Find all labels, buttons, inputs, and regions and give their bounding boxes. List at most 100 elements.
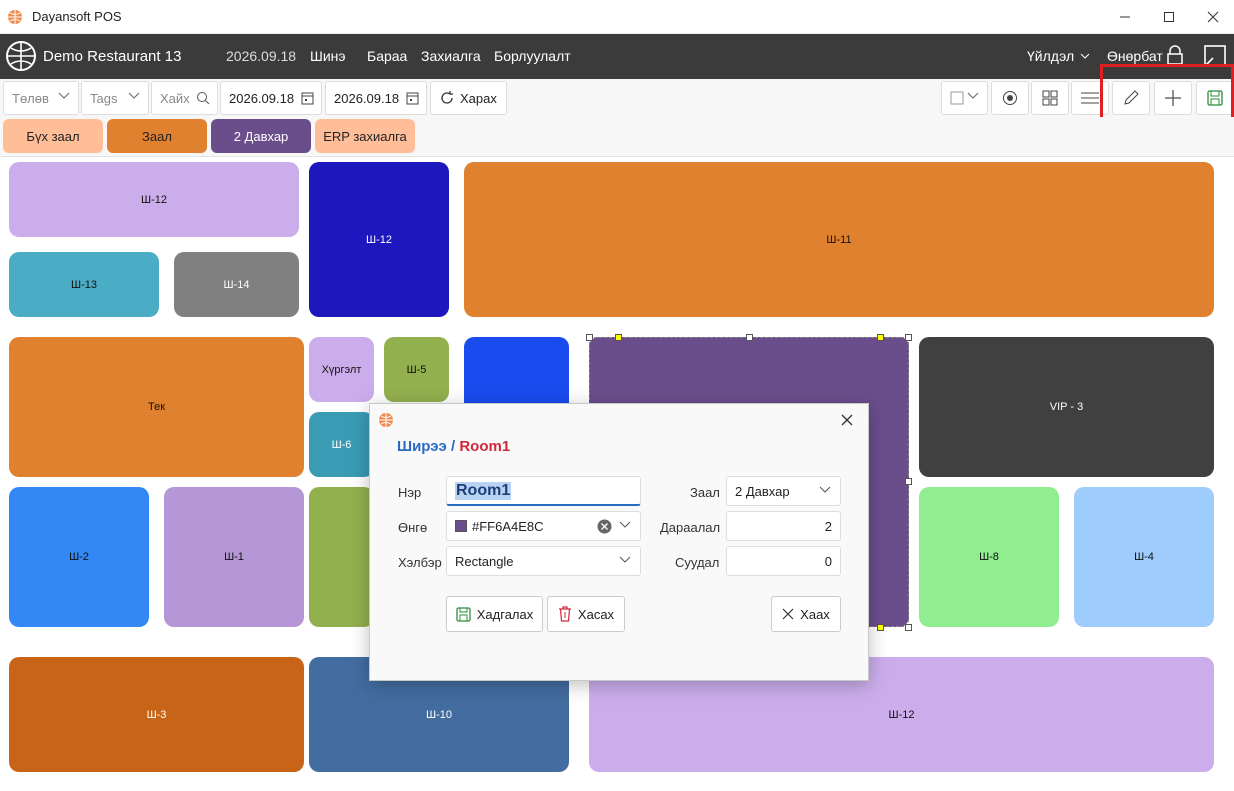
save-label: Хадгалах xyxy=(476,606,534,622)
close-label: Хаах xyxy=(800,606,830,622)
fullscreen-icon[interactable] xyxy=(1203,44,1227,68)
name-label: Нэр xyxy=(398,485,422,500)
tab-second-floor[interactable]: 2 Давхар xyxy=(211,119,311,153)
chevron-down-icon xyxy=(967,92,979,99)
maximize-button[interactable] xyxy=(1146,0,1192,34)
close-button[interactable]: Хаах xyxy=(771,596,841,632)
table-item[interactable]: VIP - 3 xyxy=(919,337,1214,477)
resize-handle[interactable] xyxy=(877,334,884,341)
radio-view-button[interactable] xyxy=(991,81,1029,115)
table-item[interactable]: Ш-3 xyxy=(9,657,304,772)
delete-label: Хасах xyxy=(577,606,615,622)
nav-goods[interactable]: Бараа xyxy=(367,48,408,64)
nav-sales[interactable]: Борлуулалт xyxy=(494,48,571,64)
restaurant-name[interactable]: Demo Restaurant 13 xyxy=(43,48,182,65)
table-item[interactable]: Ш-11 xyxy=(464,162,1214,317)
calendar-icon xyxy=(301,92,314,105)
trash-icon xyxy=(558,606,571,622)
lock-icon[interactable] xyxy=(1166,45,1184,65)
list-icon xyxy=(1081,92,1099,104)
color-picker[interactable]: #FF6A4E8C xyxy=(446,511,641,541)
resize-handle[interactable] xyxy=(905,478,912,485)
refresh-button[interactable]: Харах xyxy=(430,81,507,115)
grid-icon xyxy=(1042,90,1058,106)
list-view-button[interactable] xyxy=(1071,81,1109,115)
table-item[interactable]: Ш-12 xyxy=(9,162,299,237)
select-all-dropdown[interactable] xyxy=(941,81,988,115)
plus-icon xyxy=(1165,90,1181,106)
table-edit-dialog: Ширээ / Room1 Нэр Room1 Өнгө #FF6A4E8C Х… xyxy=(369,403,869,681)
table-item[interactable]: Ш-12 xyxy=(309,162,449,317)
hall-label: Заал xyxy=(690,485,720,500)
resize-handle[interactable] xyxy=(586,334,593,341)
app-logo-icon xyxy=(379,413,393,427)
shape-select[interactable]: Rectangle xyxy=(446,546,641,576)
user-name[interactable]: Өнөрбат xyxy=(1107,48,1163,64)
date-to-field[interactable]: 2026.09.18 xyxy=(325,81,427,115)
table-item[interactable]: Ш-2 xyxy=(9,487,149,627)
header-date: 2026.09.18 xyxy=(226,48,297,64)
maximize-icon xyxy=(1164,12,1174,22)
date-from-value: 2026.09.18 xyxy=(229,90,295,106)
save-icon xyxy=(456,606,471,622)
refresh-label: Харах xyxy=(460,90,497,106)
resize-handle[interactable] xyxy=(905,624,912,631)
table-item[interactable]: Хүргэлт xyxy=(309,337,374,402)
chevron-down-icon xyxy=(619,521,631,528)
chevron-down-icon xyxy=(128,92,140,99)
filter-toolbar: Төлөв Tags Хайх 2026.09.18 2026.09.18 Ха… xyxy=(0,79,1234,117)
hall-select[interactable]: 2 Давхар xyxy=(726,476,841,506)
grid-view-button[interactable] xyxy=(1031,81,1069,115)
checkbox-icon xyxy=(950,91,964,105)
tab-all-halls[interactable]: Бүх заал xyxy=(3,119,103,153)
nav-new[interactable]: Шинэ xyxy=(310,48,346,64)
table-item[interactable]: Ш-14 xyxy=(174,252,299,317)
order-label: Дараалал xyxy=(660,520,721,535)
date-from-field[interactable]: 2026.09.18 xyxy=(220,81,322,115)
chevron-down-icon xyxy=(58,92,70,99)
tab-erp-orders[interactable]: ERP захиалга xyxy=(315,119,415,153)
seats-field[interactable]: 0 xyxy=(726,546,841,576)
table-item[interactable]: Тек xyxy=(9,337,304,477)
name-field[interactable]: Room1 xyxy=(446,476,641,506)
operations-label: Үйлдэл xyxy=(1027,48,1075,64)
operations-menu[interactable]: Үйлдэл xyxy=(1027,48,1090,64)
table-item[interactable]: Ш-8 xyxy=(919,487,1059,627)
tab-hall[interactable]: Заал xyxy=(107,119,207,153)
window-title: Dayansoft POS xyxy=(32,9,122,24)
search-placeholder: Хайх xyxy=(160,90,190,106)
nav-orders[interactable]: Захиалга xyxy=(421,48,481,64)
delete-button[interactable]: Хасах xyxy=(547,596,625,632)
table-item[interactable]: Ш-6 xyxy=(309,412,374,477)
edit-button[interactable] xyxy=(1112,81,1150,115)
save-button[interactable]: Хадгалах xyxy=(446,596,543,632)
clear-icon[interactable] xyxy=(597,519,612,534)
table-item[interactable] xyxy=(309,487,374,627)
table-item[interactable]: Ш-4 xyxy=(1074,487,1214,627)
radio-icon xyxy=(1003,91,1017,105)
shape-label: Хэлбэр xyxy=(398,555,442,570)
status-filter-select[interactable]: Төлөв xyxy=(3,81,79,115)
close-window-button[interactable] xyxy=(1190,0,1234,34)
search-input[interactable]: Хайх xyxy=(151,81,218,115)
table-item[interactable]: Ш-1 xyxy=(164,487,304,627)
refresh-icon xyxy=(441,91,453,104)
save-layout-button[interactable] xyxy=(1196,81,1234,115)
order-field[interactable]: 2 xyxy=(726,511,841,541)
resize-handle[interactable] xyxy=(615,334,622,341)
add-button[interactable] xyxy=(1154,81,1192,115)
table-item[interactable]: Ш-5 xyxy=(384,337,449,402)
chevron-down-icon xyxy=(819,486,831,493)
table-item[interactable]: Ш-13 xyxy=(9,252,159,317)
resize-handle[interactable] xyxy=(905,334,912,341)
resize-handle[interactable] xyxy=(746,334,753,341)
chevron-down-icon xyxy=(619,556,631,563)
pencil-icon xyxy=(1124,90,1139,105)
dialog-close-button[interactable] xyxy=(837,410,857,430)
hall-value: 2 Давхар xyxy=(735,483,790,499)
calendar-icon xyxy=(406,92,419,105)
app-logo-icon xyxy=(8,10,22,24)
minimize-button[interactable] xyxy=(1102,0,1148,34)
resize-handle[interactable] xyxy=(877,624,884,631)
tags-filter-select[interactable]: Tags xyxy=(81,81,149,115)
